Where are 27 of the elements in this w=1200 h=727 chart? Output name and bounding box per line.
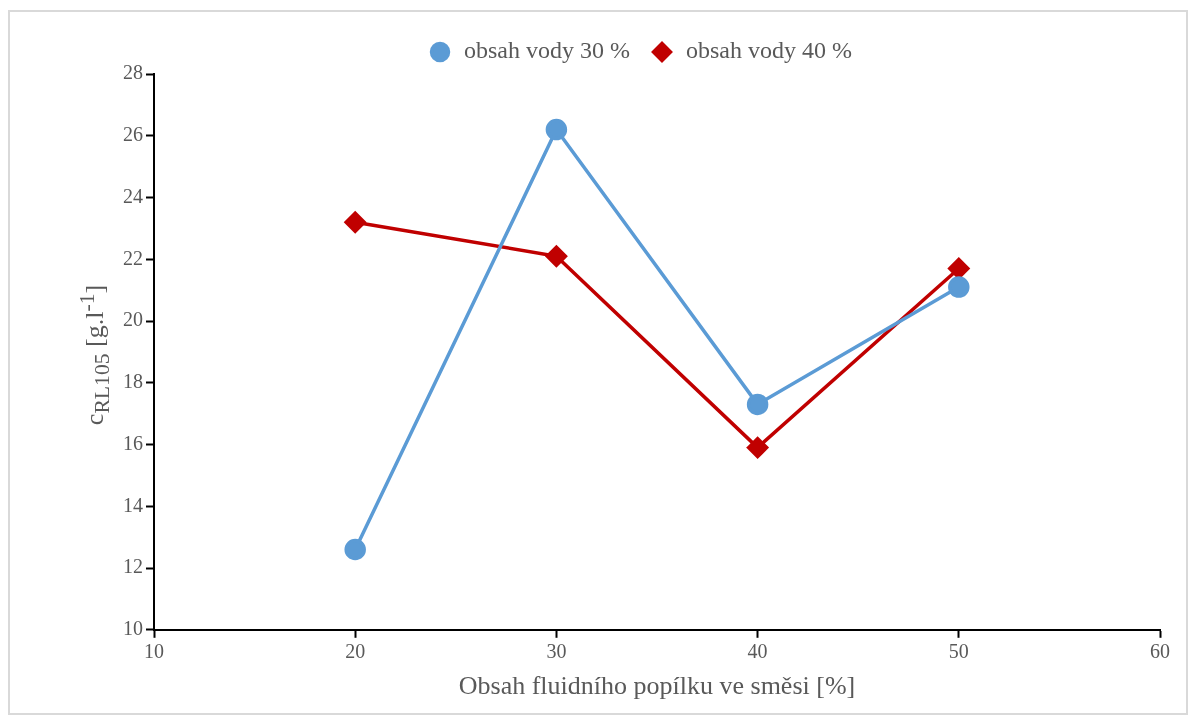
y-tick-label: 28 — [123, 61, 143, 84]
x-tick-label: 60 — [1150, 640, 1170, 663]
y-tick-label: 20 — [123, 308, 143, 331]
point — [948, 257, 970, 280]
y-tick-label: 24 — [123, 184, 143, 207]
point — [545, 245, 568, 267]
y-tick-label: 22 — [123, 246, 143, 269]
x-tick-label: 50 — [948, 640, 969, 663]
y-tick-label: 12 — [123, 555, 143, 578]
legend-label: obsah vody 30 % — [464, 37, 631, 64]
x-tick-label: 10 — [144, 640, 164, 663]
y-tick-label: 10 — [123, 617, 143, 640]
point — [948, 276, 970, 298]
y-tick-label: 18 — [123, 370, 143, 393]
point — [746, 393, 769, 416]
x-axis-title: Obsah fluidního popílku ve směsi [%] — [458, 671, 856, 701]
point — [344, 538, 366, 561]
y-tick-label: 14 — [123, 493, 143, 516]
legend-label: obsah vody 40 % — [686, 37, 852, 64]
x-tick-label: 40 — [747, 640, 768, 663]
y-tick-label: 16 — [123, 431, 143, 454]
point — [344, 211, 366, 233]
x-tick-label: 30 — [546, 640, 567, 663]
y-tick-label: 26 — [123, 123, 143, 146]
x-tick-label: 20 — [345, 640, 366, 663]
point — [746, 436, 769, 459]
point — [545, 118, 568, 141]
